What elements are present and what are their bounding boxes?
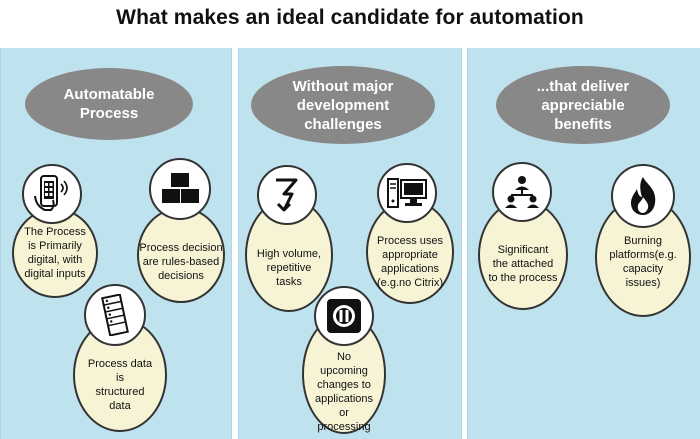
column-3-heading: ...that deliver appreciable benefits <box>496 66 670 144</box>
org-chart-icon <box>492 162 552 222</box>
item-rules-based: Process decision are rules-based decisions <box>137 207 225 303</box>
item-primarily-digital: The Process is Primarily digital, with digi… <box>12 208 98 298</box>
pause-icon <box>314 286 374 346</box>
repeat-arrow-icon <box>257 165 317 225</box>
blocks-icon <box>149 158 211 220</box>
item-no-upcoming-changes: No upcoming changes to applications or proc… <box>302 314 386 434</box>
item-appropriate-applications: Process uses appropriate applications (e.g.… <box>366 200 454 304</box>
smartphone-icon <box>22 164 82 224</box>
page-title: What makes an ideal candidate for automa… <box>116 6 584 29</box>
desktop-computer-icon <box>377 163 437 223</box>
column-1-heading: Automatable Process <box>25 68 193 140</box>
server-rack-icon <box>84 284 146 346</box>
column-2-heading: Without major development challenges <box>251 66 435 144</box>
flame-icon <box>611 164 675 228</box>
